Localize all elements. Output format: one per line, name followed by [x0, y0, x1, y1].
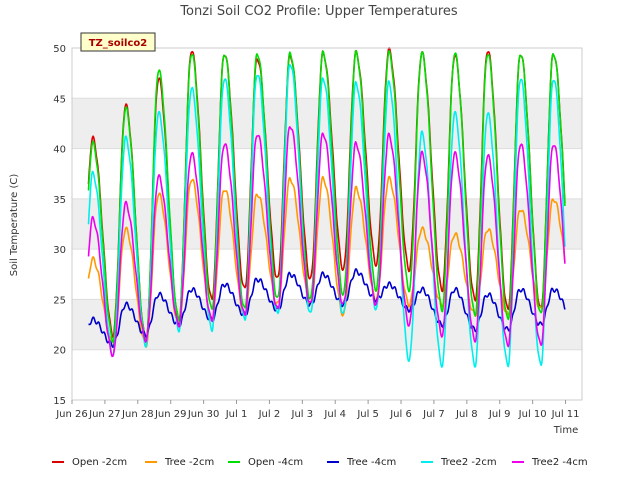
x-tick-label: Jul 4 — [323, 409, 346, 420]
x-tick-label: Jul 6 — [389, 409, 412, 420]
x-tick-label: Jun 26 — [55, 409, 88, 420]
y-tick-label: 45 — [53, 94, 66, 105]
x-tick-label: Jul 11 — [551, 409, 580, 420]
legend-item: Tree -2cm — [145, 457, 214, 468]
legend-item: Open -2cm — [52, 457, 127, 468]
x-tick-label: Jul 2 — [258, 409, 281, 420]
legend-label: Tree2 -2cm — [440, 457, 497, 468]
legend: Open -2cm Tree -2cm Open -4cm Tree -4cm Tree… — [52, 457, 588, 468]
station-tag-label: TZ_soilco2 — [89, 38, 148, 49]
x-tick-label: Jul 9 — [488, 409, 511, 420]
series-layer — [87, 46, 566, 368]
series-line-tree-4cm — [88, 268, 566, 349]
legend-item: Tree2 -4cm — [512, 457, 588, 468]
x-tick-label: Jun 28 — [121, 409, 154, 420]
x-axis: Jun 26 Jun 27 Jun 28 Jun 29 Jun 30 Jul 1 Jul 2… — [55, 400, 580, 420]
y-tick-label: 25 — [53, 295, 66, 306]
series-line-open-4cm — [87, 49, 566, 343]
x-tick-label: Jul 7 — [422, 409, 445, 420]
x-tick-label: Jul 1 — [225, 409, 248, 420]
x-tick-label: Jul 10 — [518, 409, 547, 420]
x-tick-label: Jun 27 — [88, 409, 121, 420]
x-tick-label: Jul 3 — [291, 409, 314, 420]
y-tick-label: 35 — [53, 195, 66, 206]
y-tick-label: 20 — [53, 346, 66, 357]
legend-item: Tree2 -2cm — [421, 457, 497, 468]
x-axis-title: Time — [553, 425, 578, 436]
legend-label: Open -4cm — [248, 457, 303, 468]
y-tick-label: 50 — [53, 44, 66, 55]
legend-label: Tree -2cm — [164, 457, 214, 468]
legend-label: Open -2cm — [72, 457, 127, 468]
legend-item: Tree -4cm — [327, 457, 396, 468]
y-tick-label: 15 — [53, 396, 66, 407]
series-line-tree2-4cm — [87, 126, 566, 358]
y-axis: 15 20 25 30 35 40 45 50 — [53, 44, 66, 407]
y-tick-label: 40 — [53, 145, 66, 156]
plot-border — [71, 47, 583, 401]
x-tick-label: Jun 30 — [187, 409, 220, 420]
x-tick-label: Jul 8 — [455, 409, 478, 420]
legend-item: Open -4cm — [228, 457, 303, 468]
x-tick-label: Jul 5 — [356, 409, 379, 420]
chart-title: Tonzi Soil CO2 Profile: Upper Temperatur… — [179, 4, 458, 19]
background-band — [72, 198, 582, 250]
y-tick-label: 30 — [53, 245, 66, 256]
series-line-tree2-2cm — [87, 63, 566, 368]
legend-label: Tree -4cm — [346, 457, 396, 468]
y-axis-title: Soil Temperature (C) — [9, 174, 20, 277]
station-tag: TZ_soilco2 — [80, 32, 156, 52]
x-tick-label: Jun 29 — [154, 409, 187, 420]
legend-label: Tree2 -4cm — [531, 457, 588, 468]
